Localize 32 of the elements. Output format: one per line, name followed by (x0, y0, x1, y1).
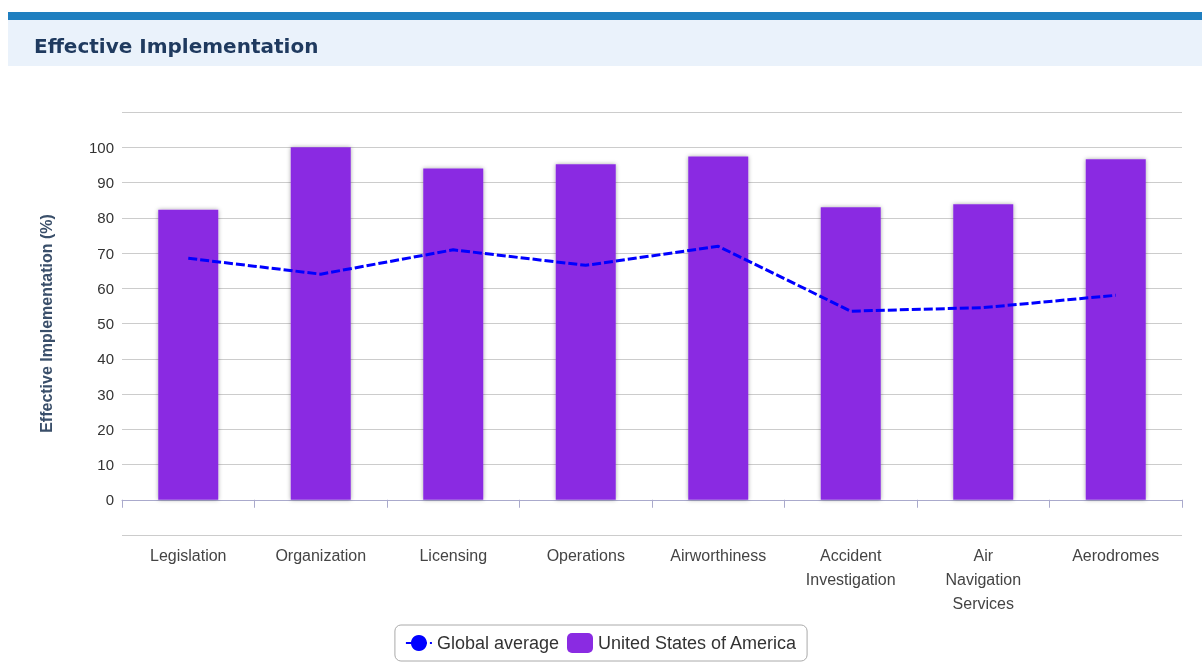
x-tick-label: Air Navigation Services (945, 546, 1022, 612)
bar (1085, 159, 1146, 500)
bar (158, 209, 219, 500)
bar (688, 156, 749, 500)
x-tick-label: Airworthiness (670, 546, 767, 564)
y-tick-label: 100 (88, 138, 114, 156)
bar (820, 207, 881, 500)
y-tick-label: 40 (97, 350, 114, 368)
line-series (186, 244, 1118, 313)
x-tick-label: Operations (546, 546, 625, 564)
legend-label: United States of America (598, 633, 798, 653)
bar (290, 147, 351, 500)
y-tick-label: 90 (97, 174, 114, 191)
y-tick-label: 10 (97, 456, 114, 473)
y-tick-label: 20 (97, 420, 114, 438)
y-tick-label: 30 (97, 385, 114, 403)
y-tick-label: 80 (97, 209, 114, 227)
y-tick-label: 60 (97, 279, 114, 297)
x-tick-label: Licensing (419, 546, 488, 564)
chart-title: Effective Implementation (34, 34, 319, 58)
x-tick-label: Aerodromes (1072, 546, 1160, 564)
bar (953, 204, 1014, 500)
x-tick-label: Accident Investigation (805, 546, 896, 588)
y-tick-label: 0 (105, 491, 114, 509)
y-tick-label: 70 (97, 244, 114, 262)
y-tick-label: 50 (97, 315, 114, 332)
legend-label: Global average (436, 633, 560, 653)
bar (555, 164, 616, 500)
bar (423, 168, 484, 500)
x-tick-label: Legislation (150, 546, 227, 564)
x-tick-label: Organization (275, 546, 367, 564)
y-axis-title: Effective Implementation (%) (37, 214, 55, 433)
